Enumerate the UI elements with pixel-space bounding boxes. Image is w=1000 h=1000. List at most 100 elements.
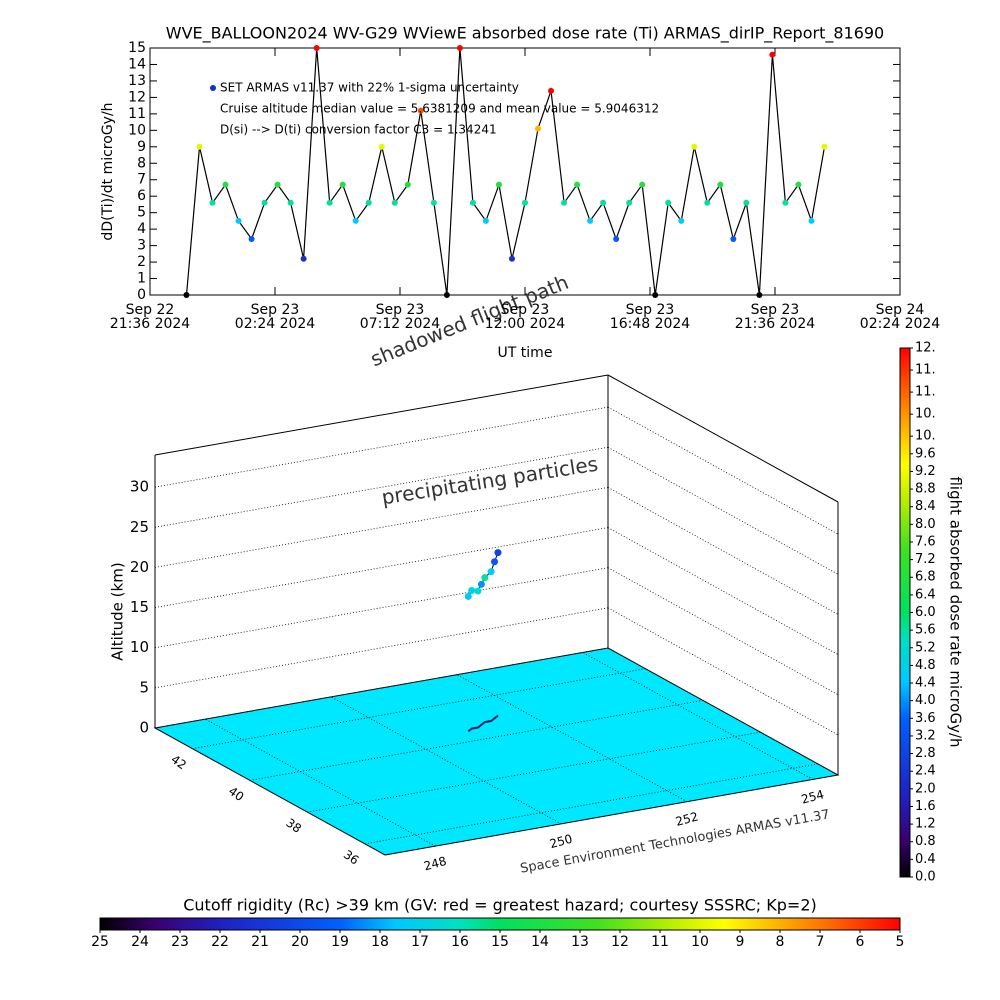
colorbar-tick-label: 6 [856, 934, 865, 950]
colorbar-tick-label: 20 [291, 934, 309, 950]
x-tick-label: Sep 23 07:12 2024 [359, 302, 441, 332]
colorbar-tick-label: 19 [331, 934, 349, 950]
annotation: Cruise altitude median value = 5.6381209… [220, 102, 659, 116]
dose-point [456, 45, 463, 51]
colorbar-tick-label: 10. [915, 407, 936, 422]
dose-point [469, 199, 476, 206]
dose-point [600, 199, 607, 206]
wall-grid-line [607, 446, 839, 575]
box-edge [607, 374, 839, 503]
z-tick-label: 0 [139, 719, 149, 737]
colorbar-tick-label: 1.2 [915, 817, 936, 832]
track-point [491, 558, 499, 566]
dose-point [391, 199, 398, 206]
z-tick-label: 5 [139, 678, 149, 696]
dose-point [183, 292, 190, 298]
track-point [464, 592, 472, 600]
track-point [468, 587, 476, 595]
colorbar-tick-label: 22 [211, 934, 229, 950]
z-tick-label: 20 [130, 558, 149, 576]
y-tick-label: 15 [128, 40, 146, 56]
y-tick-label: 0 [137, 287, 146, 303]
colorbar-label: flight absorbed dose rate microGy/h [947, 476, 965, 747]
y-tick-label: 4 [137, 221, 146, 237]
wall-grid-line [154, 527, 609, 608]
track-point [477, 580, 485, 588]
y-tick-label: 2 [137, 254, 146, 270]
colorbar-tick-label: 5 [896, 934, 905, 950]
colorbar-tick-label: 3.6 [915, 711, 936, 726]
colorbar-tick-label: 2.4 [915, 764, 936, 779]
colorbar-tick-label: 25 [91, 934, 109, 950]
chart-title: WVE_BALLOON2024 WV-G29 WViewE absorbed d… [166, 24, 884, 44]
colorbar-tick-label: 5.2 [915, 640, 936, 655]
dose-point [756, 292, 763, 298]
dose-point [626, 199, 633, 206]
colorbar-tick-label: 16 [451, 934, 469, 950]
y-tick-label: 11 [128, 106, 146, 122]
track-shadow [467, 714, 499, 733]
dose-point [769, 51, 776, 58]
y-tick-label: 3 [137, 238, 146, 254]
colorbar-tick-label: 10 [691, 934, 709, 950]
dose-point [665, 199, 672, 206]
legend-marker [210, 85, 216, 91]
colorbar-title: Cutoff rigidity (Rc) >39 km (GV: red = g… [183, 896, 817, 915]
annotation: SET ARMAS v11.37 with 22% 1-sigma uncert… [220, 81, 519, 95]
x-tick-label: Sep 23 16:48 2024 [609, 302, 691, 332]
z-tick-label: 30 [130, 478, 149, 496]
x-tick-label: Sep 23 12:00 2024 [484, 302, 566, 332]
lat-tick-label: 36 [341, 847, 362, 867]
z-tick-label: 10 [130, 638, 149, 656]
dose-point [222, 181, 229, 188]
annotation: precipitating particles [380, 452, 600, 510]
dose-point [274, 181, 281, 188]
z-tick-label: 15 [130, 598, 149, 616]
colorbar-tick-label: 13 [571, 934, 589, 950]
colorbar-tick-label: 2.0 [915, 781, 936, 796]
y-tick-label: 14 [128, 56, 146, 72]
lon-tick-label: 250 [548, 832, 574, 851]
colorbar-tick-label: 6.0 [915, 605, 936, 620]
dose-point [365, 199, 372, 206]
x-tick-label: Sep 23 02:24 2024 [234, 302, 316, 332]
lon-tick-label: 254 [800, 787, 826, 806]
dose-point [691, 143, 698, 150]
colorbar-tick-label: 14 [531, 934, 549, 950]
dose-point [743, 199, 750, 206]
track-point [487, 568, 495, 576]
dose-point [326, 199, 333, 206]
dose-point [678, 217, 685, 224]
y-tick-label: 7 [137, 172, 146, 188]
colorbar-tick-label: 5.6 [915, 623, 936, 638]
dose-point [652, 292, 659, 298]
dose-point [587, 217, 594, 224]
dose-point [404, 181, 411, 188]
wall-grid-line [154, 567, 609, 649]
track-point [481, 574, 489, 582]
y-tick-label: 13 [128, 73, 146, 89]
x-tick-label: Sep 22 21:36 2024 [109, 302, 191, 332]
colorbar [99, 917, 901, 931]
dose-point [821, 143, 828, 150]
wall-grid-line [607, 487, 839, 615]
y-axis-label: dD(Ti)/dt microGy/h [100, 102, 116, 240]
colorbar-tick-label: 18 [371, 934, 389, 950]
dose-point [209, 199, 216, 206]
dose-point [313, 45, 320, 51]
dose-point [717, 181, 724, 188]
lat-tick-label: 40 [226, 784, 247, 804]
dose-point [795, 181, 802, 188]
colorbar-tick-label: 24 [131, 934, 149, 950]
colorbar-tick-label: 21 [251, 934, 269, 950]
lat-tick-label: 42 [168, 752, 189, 772]
colorbar-tick-label: 8.4 [915, 499, 936, 514]
dose-point [782, 199, 789, 206]
x-axis-label: UT time [498, 345, 553, 361]
dose-point [704, 199, 711, 206]
colorbar-tick-label: 0.8 [915, 834, 936, 849]
track-point [474, 587, 482, 595]
dose-point [508, 255, 515, 262]
